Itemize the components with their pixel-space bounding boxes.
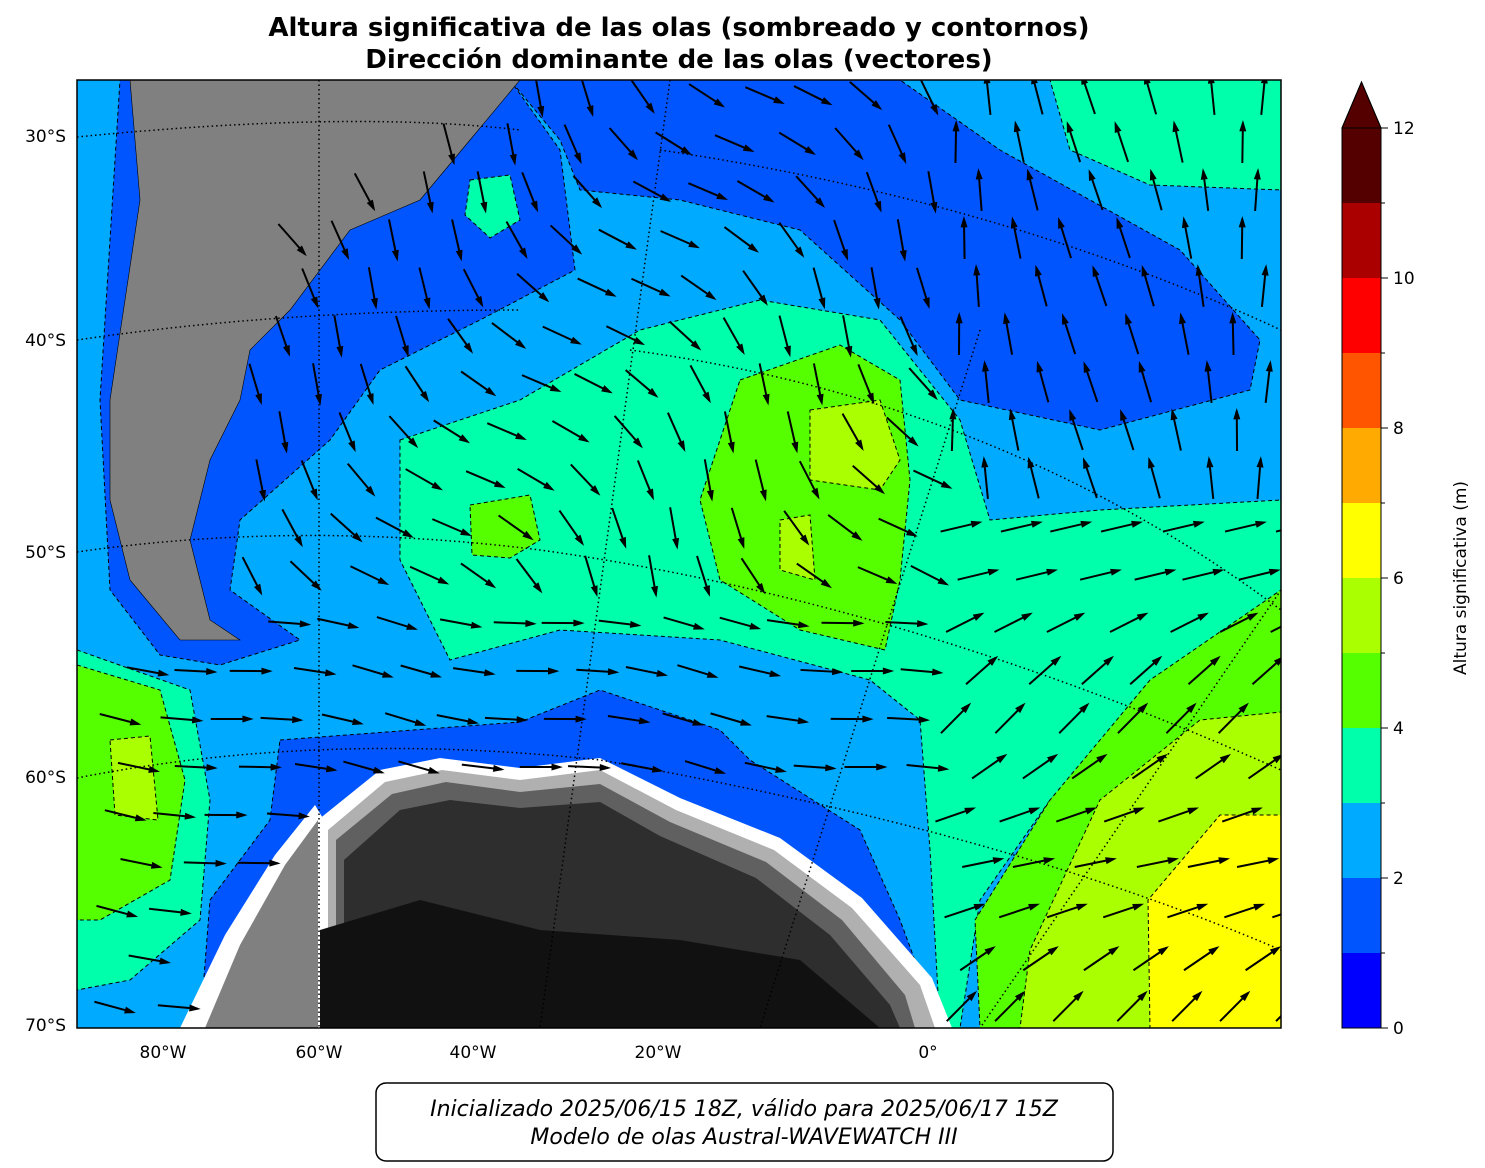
wave-vector — [1297, 859, 1336, 867]
colorbar-tick-label: 12 — [1393, 119, 1415, 139]
wave-vector-head — [1313, 457, 1320, 469]
wave-vector — [1303, 570, 1342, 579]
wave-vector-head — [1313, 73, 1320, 85]
lon-label: 40°W — [450, 1043, 497, 1063]
wave-vector-head — [1208, 72, 1215, 84]
wave-vector-head — [1031, 73, 1038, 85]
wave-vector-head — [1329, 656, 1340, 666]
lat-label: 50°S — [25, 543, 66, 563]
wave-vector — [1294, 124, 1303, 163]
wave-vector — [1295, 412, 1304, 451]
lon-label: 0° — [918, 1043, 937, 1063]
colorbar-tick-label: 4 — [1393, 719, 1404, 739]
wave-vector-head — [1310, 807, 1322, 814]
wave-vector — [1318, 268, 1331, 306]
colorbar-tick-label: 10 — [1393, 269, 1415, 289]
colorbar-segment — [1342, 803, 1381, 878]
colorbar-tick-label: 6 — [1393, 569, 1404, 589]
colorbar: 0 2 4 6 8 10 12 — [1342, 82, 1415, 1039]
lat-label: 60°S — [25, 768, 66, 788]
colorbar-segment — [1342, 653, 1381, 728]
wave-vector-head — [1261, 72, 1268, 84]
lat-label: 30°S — [25, 127, 66, 147]
colorbar-extension — [1342, 82, 1381, 128]
lat-labels: 30°S 40°S 50°S 60°S 70°S — [25, 127, 66, 1036]
footer-line: Inicializado 2025/06/15 18Z, válido para… — [430, 1097, 1059, 1122]
map — [77, 72, 1345, 1028]
colorbar-tick-label: 0 — [1393, 1019, 1404, 1039]
colorbar-label: Altura significativa (m) — [1451, 481, 1471, 675]
lat-label: 40°S — [25, 331, 66, 351]
lat-label: 70°S — [25, 1016, 66, 1036]
wave-vector-head — [1144, 73, 1151, 85]
wave-vector — [1307, 658, 1337, 685]
colorbar-segment — [1342, 878, 1381, 953]
wave-vector — [1308, 460, 1319, 498]
lon-label: 60°W — [296, 1043, 343, 1063]
wave-vector — [1307, 76, 1318, 114]
colorbar-tick-label: 8 — [1393, 419, 1404, 439]
wave-vector-head — [1300, 409, 1307, 421]
wave-vector-head — [1306, 521, 1318, 528]
footer-line: Modelo de olas Austral-WAVEWATCH III — [530, 1125, 957, 1150]
wave-vector — [1281, 808, 1319, 821]
wave-vector-head — [1298, 121, 1305, 133]
sea-5-6m — [110, 736, 158, 820]
lon-label: 80°W — [140, 1043, 187, 1063]
wave-vector — [1287, 315, 1295, 354]
sea-5-6m — [780, 515, 815, 580]
wave-vector-head — [1297, 613, 1309, 621]
wave-vector-head — [1321, 754, 1332, 763]
colorbar-segment — [1342, 353, 1381, 428]
wave-vector — [1311, 364, 1323, 402]
wave-vector-head — [1325, 265, 1332, 277]
colorbar-segment — [1342, 953, 1381, 1028]
colorbar-segment — [1342, 578, 1381, 653]
wave-vector — [1297, 756, 1330, 779]
wave-vector — [1308, 948, 1341, 970]
wave-vector-head — [1301, 904, 1313, 911]
wave-vector-head — [1301, 703, 1311, 713]
title-line: Altura significativa de las olas (sombre… — [268, 13, 1089, 43]
colorbar-segment — [1342, 728, 1381, 803]
wave-vector-head — [1296, 991, 1306, 1001]
title-line: Dirección dominante de las olas (vectore… — [365, 45, 992, 75]
colorbar-segment — [1342, 203, 1381, 278]
lon-labels: 80°W 60°W 40°W 20°W 0° — [140, 1043, 938, 1063]
wave-vector — [1276, 522, 1315, 531]
wave-vector-head — [1319, 169, 1326, 181]
colorbar-segment — [1342, 503, 1381, 578]
wave-vector-head — [1290, 312, 1297, 324]
wave-vector-head — [1289, 216, 1296, 228]
colorbar-tick-label: 2 — [1393, 869, 1404, 889]
colorbar-segment — [1342, 428, 1381, 503]
wave-vector-head — [1316, 361, 1323, 373]
wave-vector — [1312, 172, 1324, 210]
colorbar-segment — [1342, 128, 1381, 203]
lon-label: 20°W — [635, 1043, 682, 1063]
colorbar-segment — [1342, 278, 1381, 353]
wave-vector-head — [1327, 857, 1339, 864]
wave-vector — [1286, 219, 1294, 258]
wave-vector — [1282, 705, 1310, 733]
